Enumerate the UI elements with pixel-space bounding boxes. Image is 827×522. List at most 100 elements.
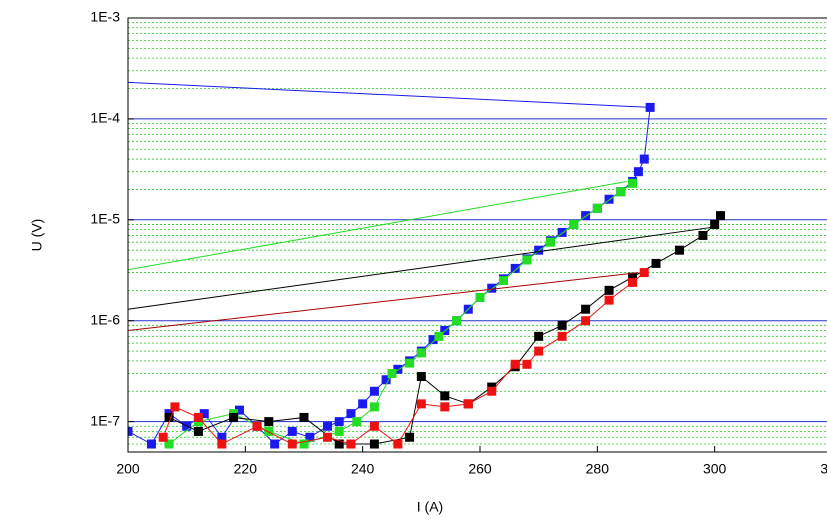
data-point — [510, 359, 520, 369]
series-line — [128, 81, 651, 108]
data-point — [452, 316, 462, 326]
data-point — [628, 272, 638, 282]
data-point — [369, 439, 379, 449]
data-point — [334, 426, 344, 436]
data-point — [346, 409, 356, 419]
data-point — [522, 255, 532, 265]
y-tick-label: 1E-7 — [90, 412, 120, 428]
data-point — [334, 439, 344, 449]
data-point — [581, 316, 591, 326]
x-tick-label: 300 — [703, 461, 727, 477]
series-line — [128, 180, 627, 271]
data-point — [393, 364, 403, 374]
data-point — [158, 432, 168, 442]
data-point — [369, 421, 379, 431]
data-point — [557, 320, 567, 330]
data-point — [193, 426, 203, 436]
x-axis-label: I (A) — [417, 499, 443, 515]
data-point — [475, 292, 485, 302]
data-point — [128, 426, 133, 436]
data-point — [322, 421, 332, 431]
data-point — [199, 409, 209, 419]
data-point — [299, 439, 309, 449]
data-point — [264, 417, 274, 427]
data-point — [346, 439, 356, 449]
data-point — [305, 432, 315, 442]
data-point — [264, 426, 274, 436]
data-point — [569, 219, 579, 229]
data-point — [299, 412, 309, 422]
data-point — [639, 268, 649, 278]
x-tick-label: 280 — [586, 461, 610, 477]
data-point — [498, 276, 508, 286]
plot-frame — [127, 17, 827, 453]
x-tick-label: 200 — [116, 461, 140, 477]
data-point — [534, 346, 544, 356]
data-point — [487, 283, 497, 293]
data-point — [487, 386, 497, 396]
data-point — [581, 304, 591, 314]
data-point — [557, 227, 567, 237]
plot-area — [128, 18, 827, 452]
data-point — [592, 203, 602, 213]
series-line — [128, 107, 651, 445]
data-point — [534, 331, 544, 341]
data-point — [628, 277, 638, 287]
data-point — [416, 348, 426, 358]
y-tick-label: 1E-4 — [90, 110, 120, 126]
y-tick-label: 1E-3 — [90, 9, 120, 25]
data-point — [352, 417, 362, 427]
data-point — [534, 245, 544, 255]
data-point — [633, 167, 643, 177]
x-tick-label: 260 — [468, 461, 492, 477]
data-point — [193, 412, 203, 422]
data-point — [463, 399, 473, 409]
data-point — [416, 372, 426, 382]
data-point — [428, 335, 438, 345]
data-point — [164, 439, 174, 449]
data-point — [628, 178, 638, 188]
data-point — [369, 402, 379, 412]
data-point — [604, 194, 614, 204]
data-point — [405, 432, 415, 442]
data-point — [639, 154, 649, 164]
y-tick-label: 1E-6 — [90, 311, 120, 327]
series-line — [162, 272, 645, 445]
data-point — [287, 426, 297, 436]
data-point — [522, 359, 532, 369]
data-point — [545, 237, 555, 247]
data-point — [557, 331, 567, 341]
data-point — [416, 399, 426, 409]
data-point — [217, 439, 227, 449]
y-tick-label: 1E-5 — [90, 211, 120, 227]
data-point — [581, 211, 591, 221]
data-point — [334, 417, 344, 427]
x-tick-label: 320 — [820, 461, 827, 477]
data-point — [651, 258, 661, 268]
data-point — [440, 402, 450, 412]
data-point — [146, 439, 156, 449]
data-point — [393, 439, 403, 449]
x-tick-label: 240 — [351, 461, 375, 477]
x-tick-label: 220 — [234, 461, 258, 477]
data-point — [710, 219, 720, 229]
data-point — [170, 402, 180, 412]
y-axis-label: U (V) — [29, 219, 45, 252]
data-point — [698, 230, 708, 240]
data-point — [287, 439, 297, 449]
data-point — [510, 263, 520, 273]
data-point — [252, 421, 262, 431]
data-point — [217, 432, 227, 442]
data-point — [434, 331, 444, 341]
data-point — [405, 358, 415, 368]
data-point — [369, 386, 379, 396]
series-line — [128, 272, 639, 331]
data-point — [674, 245, 684, 255]
data-point — [229, 412, 239, 422]
data-point — [270, 439, 280, 449]
data-point — [716, 211, 726, 221]
data-point — [164, 412, 174, 422]
data-point — [358, 399, 368, 409]
data-point — [387, 368, 397, 378]
